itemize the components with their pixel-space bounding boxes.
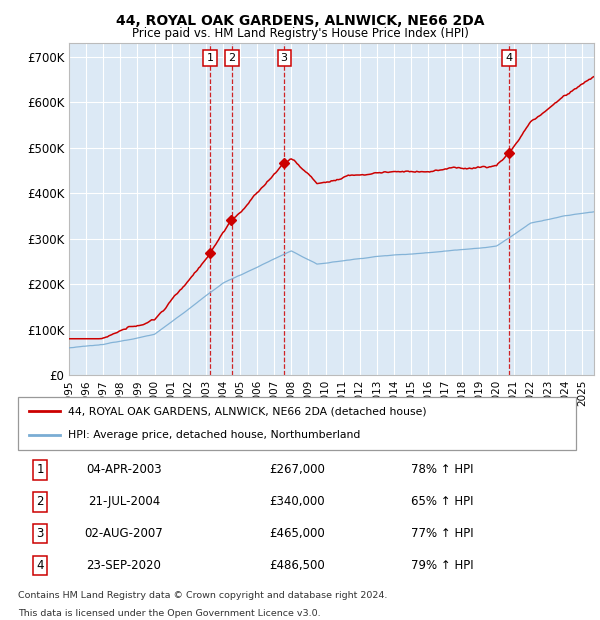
Text: 3: 3 bbox=[37, 527, 44, 540]
Text: 79% ↑ HPI: 79% ↑ HPI bbox=[411, 559, 473, 572]
Text: 2: 2 bbox=[37, 495, 44, 508]
Text: £486,500: £486,500 bbox=[269, 559, 325, 572]
Text: 1: 1 bbox=[206, 53, 214, 63]
Text: 1: 1 bbox=[37, 463, 44, 476]
Text: HPI: Average price, detached house, Northumberland: HPI: Average price, detached house, Nort… bbox=[68, 430, 361, 440]
FancyBboxPatch shape bbox=[18, 397, 576, 450]
Text: 44, ROYAL OAK GARDENS, ALNWICK, NE66 2DA (detached house): 44, ROYAL OAK GARDENS, ALNWICK, NE66 2DA… bbox=[68, 406, 427, 416]
Text: Price paid vs. HM Land Registry's House Price Index (HPI): Price paid vs. HM Land Registry's House … bbox=[131, 27, 469, 40]
Text: 78% ↑ HPI: 78% ↑ HPI bbox=[411, 463, 473, 476]
Text: 04-APR-2003: 04-APR-2003 bbox=[86, 463, 162, 476]
Text: Contains HM Land Registry data © Crown copyright and database right 2024.: Contains HM Land Registry data © Crown c… bbox=[18, 591, 388, 600]
Text: £267,000: £267,000 bbox=[269, 463, 325, 476]
Text: 21-JUL-2004: 21-JUL-2004 bbox=[88, 495, 160, 508]
Text: 65% ↑ HPI: 65% ↑ HPI bbox=[411, 495, 473, 508]
Text: £340,000: £340,000 bbox=[269, 495, 325, 508]
Text: 4: 4 bbox=[505, 53, 512, 63]
Text: 23-SEP-2020: 23-SEP-2020 bbox=[86, 559, 161, 572]
Text: £465,000: £465,000 bbox=[269, 527, 325, 540]
Text: 44, ROYAL OAK GARDENS, ALNWICK, NE66 2DA: 44, ROYAL OAK GARDENS, ALNWICK, NE66 2DA bbox=[116, 14, 484, 29]
Text: 2: 2 bbox=[229, 53, 236, 63]
Text: 02-AUG-2007: 02-AUG-2007 bbox=[85, 527, 163, 540]
Text: 77% ↑ HPI: 77% ↑ HPI bbox=[411, 527, 473, 540]
Text: This data is licensed under the Open Government Licence v3.0.: This data is licensed under the Open Gov… bbox=[18, 609, 320, 618]
Text: 4: 4 bbox=[37, 559, 44, 572]
Text: 3: 3 bbox=[281, 53, 287, 63]
